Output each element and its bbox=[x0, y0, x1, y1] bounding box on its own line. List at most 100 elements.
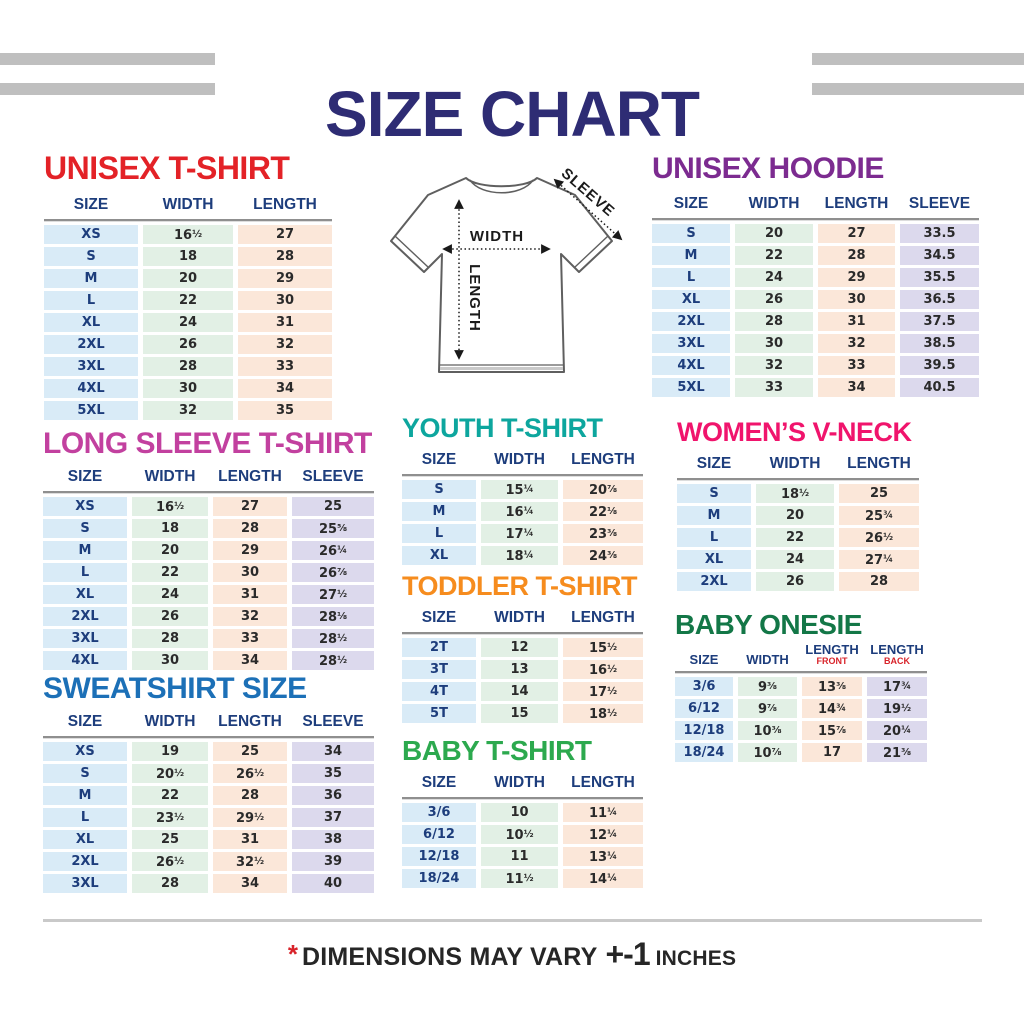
size-cell: XS bbox=[43, 496, 127, 516]
header-divider bbox=[652, 217, 979, 221]
value-cell: 27¼ bbox=[839, 549, 919, 569]
table-title: UNISEX HOODIE bbox=[652, 152, 884, 185]
value-cell: 31 bbox=[213, 584, 287, 604]
size-cell: S bbox=[652, 223, 730, 243]
value-cell: 20 bbox=[756, 505, 834, 525]
value-cell: 18 bbox=[132, 518, 208, 538]
value-cell: 10 bbox=[481, 802, 558, 822]
value-cell: 22 bbox=[132, 785, 208, 805]
size-cell: M bbox=[652, 245, 730, 265]
column-header: LENGTH bbox=[218, 712, 282, 730]
size-cell: 4XL bbox=[44, 378, 138, 398]
value-cell: 16½ bbox=[143, 224, 233, 244]
value-cell: 24 bbox=[756, 549, 834, 569]
column-header: SLEEVE bbox=[302, 467, 364, 485]
value-cell: 25 bbox=[292, 496, 374, 516]
size-cell: 5T bbox=[402, 703, 476, 723]
size-table: SIZE WIDTH LENGTH S 18½ 25 M 20 25¾ L 22 26½ XL 24 27¼… bbox=[677, 453, 919, 591]
value-cell: 11¼ bbox=[563, 802, 643, 822]
value-cell: 32 bbox=[818, 333, 895, 353]
right-cuff-line bbox=[574, 235, 609, 268]
column-subheader: FRONT bbox=[816, 655, 848, 666]
value-cell: 9⅜ bbox=[738, 676, 797, 696]
value-cell: 10⅞ bbox=[738, 742, 797, 762]
decorative-bar-left-top bbox=[0, 53, 215, 65]
value-cell: 28 bbox=[132, 873, 208, 893]
value-cell: 26½ bbox=[213, 763, 287, 783]
value-cell: 28½ bbox=[292, 650, 374, 670]
size-table: SIZE WIDTH LENGTH XS 16½ 27 S 18 28 M 20 29 L 22 30 XL 2… bbox=[44, 194, 332, 420]
size-cell: S bbox=[43, 763, 127, 783]
value-cell: 30 bbox=[132, 650, 208, 670]
value-cell: 36 bbox=[292, 785, 374, 805]
value-cell: 22⅛ bbox=[563, 501, 643, 521]
size-cell: XL bbox=[677, 549, 751, 569]
value-cell: 26½ bbox=[839, 527, 919, 547]
column-header: SIZE bbox=[421, 773, 457, 791]
size-cell: XL bbox=[652, 289, 730, 309]
value-cell: 18½ bbox=[756, 483, 834, 503]
table-title: WOMEN’S V-NECK bbox=[677, 417, 912, 447]
value-cell: 25 bbox=[213, 741, 287, 761]
value-cell: 20 bbox=[735, 223, 813, 243]
value-cell: 25 bbox=[839, 483, 919, 503]
column-header: WIDTH bbox=[746, 651, 789, 667]
column-header: SIZE bbox=[67, 712, 103, 730]
value-cell: 9⅞ bbox=[738, 698, 797, 718]
value-cell: 18½ bbox=[563, 703, 643, 723]
value-cell: 33 bbox=[818, 355, 895, 375]
header-divider bbox=[677, 477, 919, 481]
size-cell: 3/6 bbox=[402, 802, 476, 822]
tshirt-diagram: WIDTH LENGTH SLEEVE bbox=[390, 165, 623, 373]
column-header: WIDTH bbox=[494, 608, 545, 626]
table-title: TODDLER T-SHIRT bbox=[402, 571, 638, 601]
column-header: WIDTH bbox=[748, 194, 800, 212]
size-cell: 3XL bbox=[652, 333, 730, 353]
column-header: SIZE bbox=[696, 454, 732, 472]
value-cell: 23½ bbox=[132, 807, 208, 827]
header-divider bbox=[402, 473, 643, 477]
value-cell: 28 bbox=[213, 785, 287, 805]
value-cell: 33 bbox=[213, 628, 287, 648]
value-cell: 38 bbox=[292, 829, 374, 849]
value-cell: 31 bbox=[818, 311, 895, 331]
value-cell: 21⅜ bbox=[867, 742, 927, 762]
value-cell: 23⅜ bbox=[563, 523, 643, 543]
footnote: * DIMENSIONS MAY VARY +-1 INCHES bbox=[0, 936, 1024, 973]
value-cell: 28 bbox=[143, 356, 233, 376]
collar-inner-line bbox=[469, 179, 534, 194]
value-cell: 14¼ bbox=[563, 868, 643, 888]
value-cell: 10½ bbox=[481, 824, 558, 844]
value-cell: 35.5 bbox=[900, 267, 979, 287]
value-cell: 16½ bbox=[132, 496, 208, 516]
column-header: SIZE bbox=[67, 467, 103, 485]
size-cell: M bbox=[43, 785, 127, 805]
column-header: LENGTH bbox=[847, 454, 911, 472]
value-cell: 34 bbox=[213, 873, 287, 893]
column-header: WIDTH bbox=[494, 450, 545, 468]
footnote-asterisk: * bbox=[287, 939, 298, 969]
value-cell: 34 bbox=[292, 741, 374, 761]
table-baby-tshirt: BABY T-SHIRT SIZE WIDTH LENGTH 3/6 10 11¼ 6/12… bbox=[402, 736, 643, 888]
footnote-unit: INCHES bbox=[655, 947, 737, 970]
value-cell: 34.5 bbox=[900, 245, 979, 265]
column-header: LENGTH bbox=[253, 195, 317, 213]
size-cell: 4XL bbox=[652, 355, 730, 375]
table-long-sleeve-tshirt: LONG SLEEVE T-SHIRT SIZE WIDTH LENGTH SLEEV… bbox=[43, 428, 374, 670]
size-cell: 4T bbox=[402, 681, 476, 701]
value-cell: 35 bbox=[292, 763, 374, 783]
table-title: YOUTH T-SHIRT bbox=[402, 413, 603, 443]
size-cell: L bbox=[43, 807, 127, 827]
column-header: WIDTH bbox=[144, 712, 196, 730]
value-cell: 27 bbox=[238, 224, 332, 244]
value-cell: 34 bbox=[213, 650, 287, 670]
value-cell: 29 bbox=[818, 267, 895, 287]
size-cell: XL bbox=[43, 829, 127, 849]
table-title: SWEATSHIRT SIZE bbox=[43, 672, 307, 705]
value-cell: 15⅞ bbox=[802, 720, 862, 740]
size-table: SIZE WIDTH LENGTH FRONT LENGTH BACK 3/6 9⅜ 13⅜ 17… bbox=[675, 642, 927, 762]
value-cell: 31 bbox=[213, 829, 287, 849]
value-cell: 11 bbox=[481, 846, 558, 866]
value-cell: 25 bbox=[132, 829, 208, 849]
value-cell: 33 bbox=[238, 356, 332, 376]
